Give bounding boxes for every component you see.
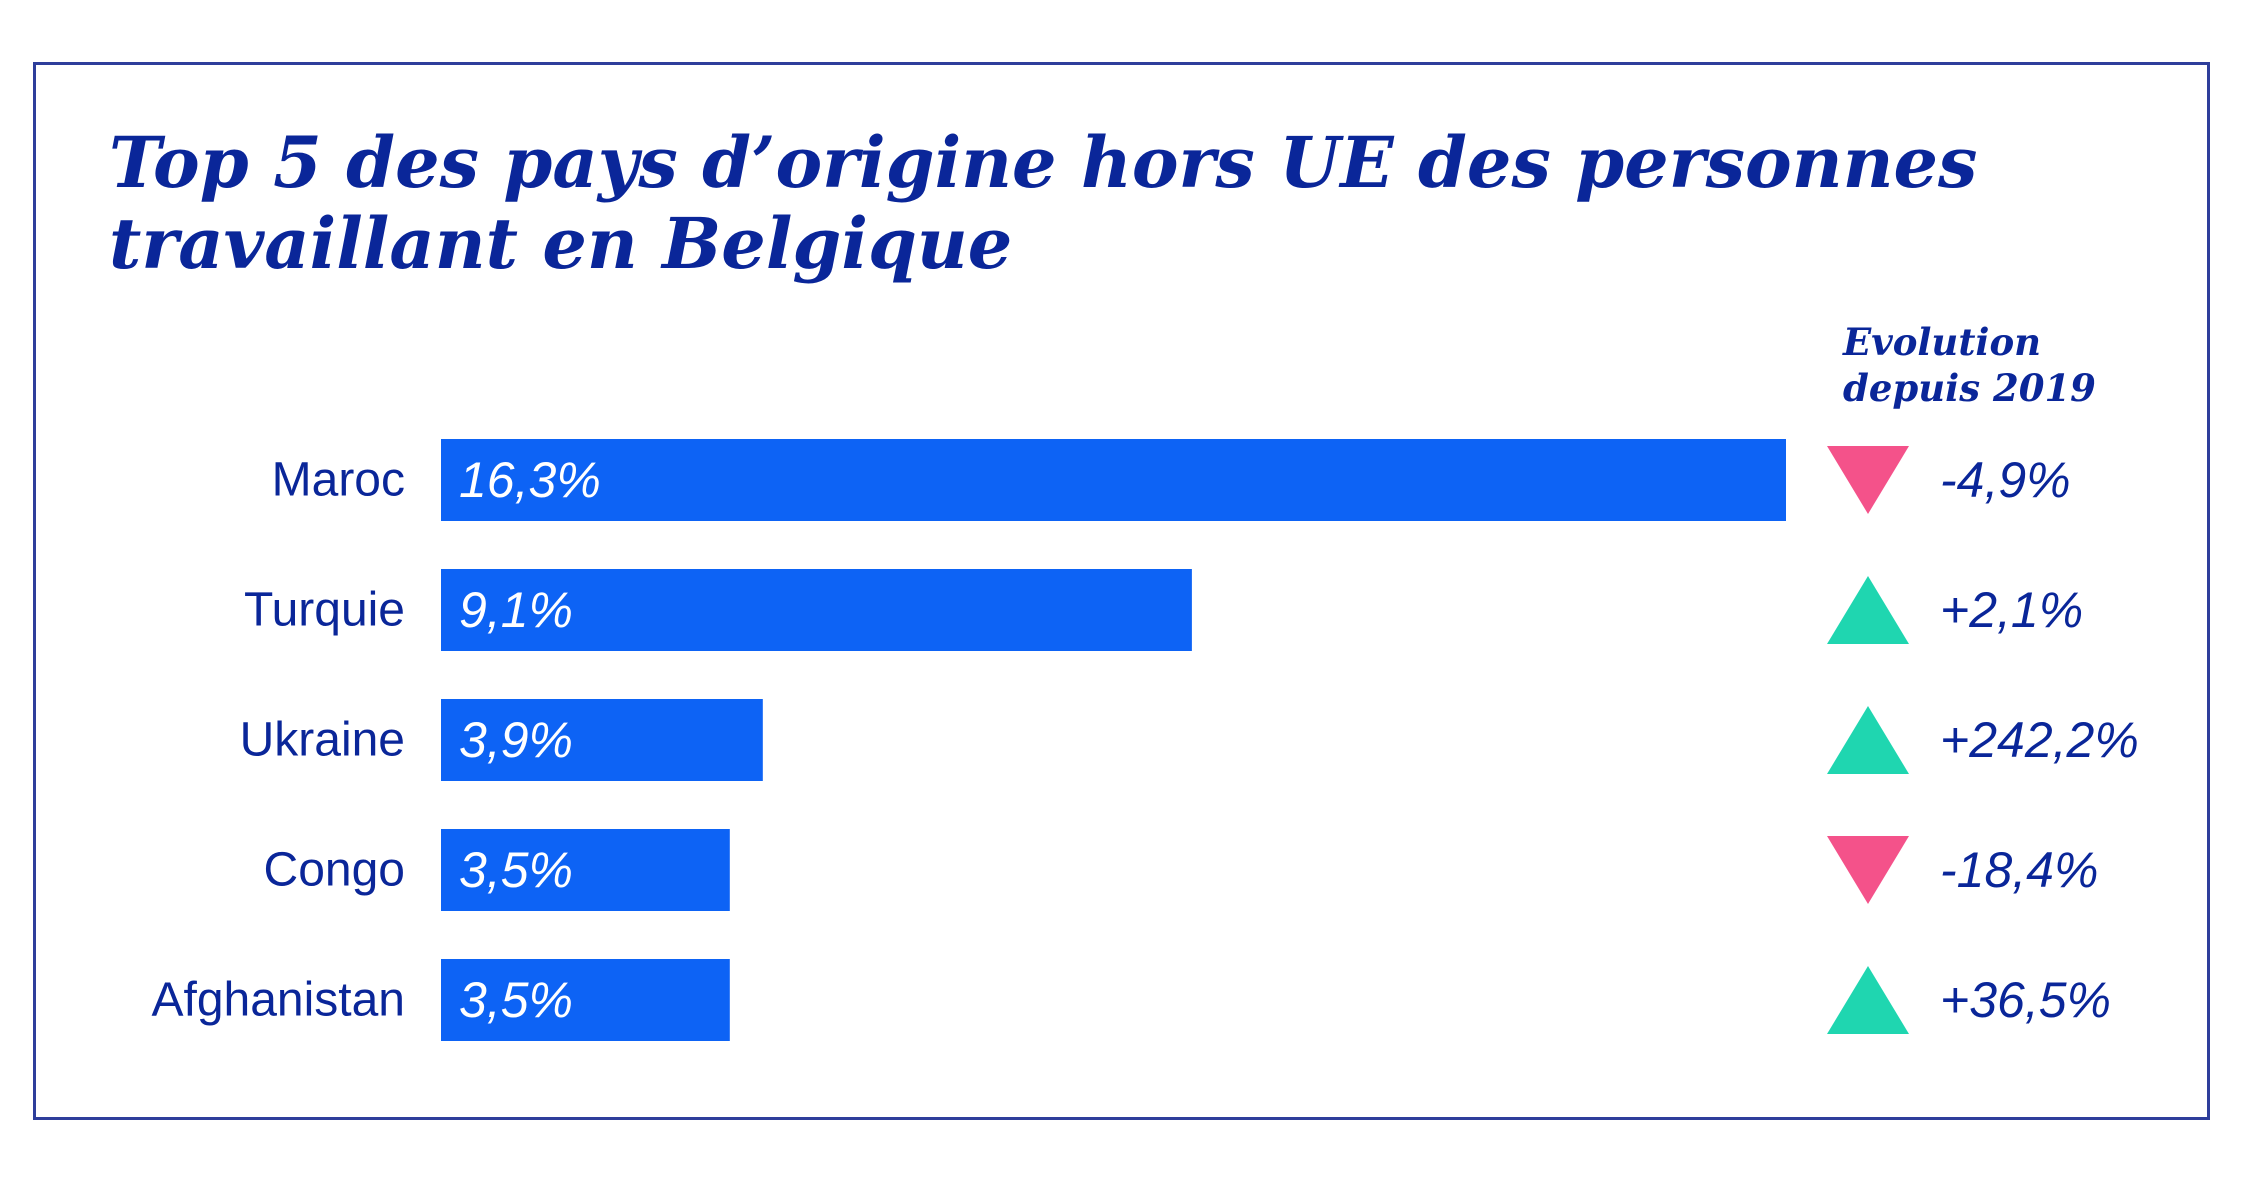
chart-frame <box>33 62 2210 1120</box>
category-label-afghanistan: Afghanistan <box>151 974 405 1027</box>
triangle-down-icon-maroc <box>1827 446 1909 514</box>
value-label-congo: 3,5% <box>459 842 573 898</box>
value-label-afghanistan: 3,5% <box>459 972 573 1028</box>
bar-turquie <box>441 569 1192 651</box>
evolution-label-ukraine: +242,2% <box>1940 712 2139 768</box>
category-label-ukraine: Ukraine <box>240 714 405 767</box>
value-label-ukraine: 3,9% <box>459 712 573 768</box>
triangle-up-icon-ukraine <box>1827 706 1909 774</box>
bar-maroc <box>441 439 1786 521</box>
category-label-turquie: Turquie <box>244 584 405 637</box>
bar-congo <box>441 829 730 911</box>
category-label-congo: Congo <box>264 844 405 897</box>
category-label-maroc: Maroc <box>272 454 405 507</box>
bar-afghanistan <box>441 959 730 1041</box>
evolution-label-turquie: +2,1% <box>1940 582 2083 638</box>
bar-ukraine <box>441 699 763 781</box>
value-label-maroc: 16,3% <box>459 452 601 508</box>
value-label-turquie: 9,1% <box>459 582 573 638</box>
triangle-up-icon-afghanistan <box>1827 966 1909 1034</box>
evolution-label-afghanistan: +36,5% <box>1940 972 2111 1028</box>
triangle-down-icon-congo <box>1827 836 1909 904</box>
evolution-header: Evolution depuis 2019 <box>1843 320 2096 410</box>
triangle-up-icon-turquie <box>1827 576 1909 644</box>
evolution-label-congo: -18,4% <box>1940 842 2098 898</box>
chart-title: Top 5 des pays d’origine hors UE des per… <box>109 121 1978 286</box>
evolution-label-maroc: -4,9% <box>1940 452 2071 508</box>
